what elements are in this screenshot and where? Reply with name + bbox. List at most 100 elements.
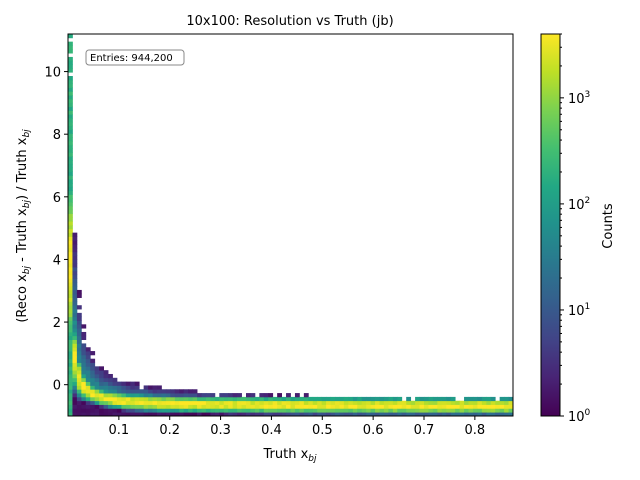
heatmap-cell	[303, 393, 309, 398]
heatmap-cell	[397, 412, 403, 417]
heatmap-cell	[499, 408, 505, 413]
heatmap-cell	[68, 381, 73, 386]
heatmap-cell	[499, 396, 505, 402]
heatmap-cell	[81, 335, 87, 340]
heatmap-cell	[121, 412, 127, 417]
heatmap-cell	[459, 412, 465, 417]
heatmap-cell	[68, 255, 73, 260]
heatmap-cell	[108, 404, 113, 409]
heatmap-cell	[228, 400, 234, 405]
heatmap-cell	[348, 400, 354, 405]
heatmap-cell	[472, 404, 478, 409]
heatmap-cell	[139, 393, 145, 398]
heatmap-cell	[68, 225, 73, 230]
heatmap-cell	[76, 396, 82, 402]
heatmap-cell	[68, 156, 73, 161]
heatmap-cell	[108, 389, 113, 394]
heatmap-cell	[72, 244, 78, 249]
heatmap-cell	[81, 389, 87, 394]
heatmap-cell	[335, 412, 340, 417]
heatmap-cell	[68, 251, 73, 256]
heatmap-cell	[348, 408, 354, 413]
heatmap-cell	[299, 404, 305, 409]
heatmap-cell	[165, 404, 171, 409]
heatmap-cell	[72, 247, 78, 253]
heatmap-cell	[148, 404, 153, 409]
heatmap-cell	[450, 396, 456, 402]
heatmap-cell	[68, 412, 73, 417]
heatmap-cell	[108, 377, 113, 383]
heatmap-cell	[228, 408, 234, 413]
heatmap-cell	[81, 358, 87, 363]
heatmap-cell	[286, 408, 291, 413]
heatmap-cell	[375, 404, 380, 409]
heatmap-cell	[143, 412, 149, 417]
heatmap-cell	[468, 412, 474, 417]
heatmap-cell	[192, 412, 198, 417]
heatmap-cell	[81, 385, 87, 390]
heatmap-cell	[76, 358, 82, 363]
heatmap-cell	[241, 400, 247, 405]
y-axis-label-subscript-2: bj	[22, 200, 32, 209]
heatmap-cell	[103, 412, 109, 417]
y-tick-label: 4	[53, 253, 61, 268]
heatmap-cell	[424, 404, 429, 409]
colorbar-label: Counts	[601, 203, 616, 249]
heatmap-cell	[246, 412, 251, 417]
heatmap-cell	[401, 404, 407, 409]
heatmap-cell	[299, 408, 305, 413]
heatmap-cell	[174, 393, 180, 398]
heatmap-cell	[112, 381, 118, 386]
heatmap-cell	[108, 373, 113, 379]
heatmap-cell	[223, 412, 229, 417]
heatmap-cell	[504, 412, 509, 417]
heatmap-cell	[90, 351, 96, 356]
heatmap-cell	[68, 87, 73, 92]
heatmap-cell	[179, 404, 185, 409]
heatmap-cell	[68, 320, 73, 325]
heatmap-cell	[357, 400, 363, 405]
heatmap-cell	[352, 400, 358, 405]
heatmap-cell	[72, 312, 78, 318]
heatmap-cell	[90, 408, 96, 413]
heatmap-cell	[152, 385, 158, 390]
heatmap-cell	[68, 60, 73, 65]
heatmap-cell	[85, 385, 91, 390]
y-axis-ticks: 0 2 4 6 8 10	[44, 66, 68, 394]
heatmap-cell	[197, 400, 202, 405]
heatmap-cell	[383, 396, 389, 402]
heatmap-cell	[68, 244, 73, 249]
heatmap-cell	[103, 385, 109, 390]
heatmap-cell	[121, 385, 127, 390]
heatmap-cell	[219, 412, 225, 417]
heatmap-cell	[68, 347, 73, 352]
heatmap-cell	[410, 412, 416, 417]
y-tick-label: 10	[44, 66, 61, 81]
heatmap-cell	[72, 373, 78, 379]
heatmap-cell	[197, 404, 202, 409]
heatmap-cell	[348, 412, 354, 417]
heatmap-cell	[495, 412, 501, 417]
heatmap-cell	[197, 412, 202, 417]
heatmap-cell	[406, 396, 412, 402]
heatmap-cell	[72, 263, 78, 268]
heatmap-cell	[68, 263, 73, 268]
heatmap-cell	[277, 412, 282, 417]
heatmap-cell	[143, 385, 149, 390]
heatmap-cell	[85, 358, 91, 363]
heatmap-cell	[85, 389, 91, 394]
heatmap-cell	[357, 408, 363, 413]
heatmap-cell	[68, 110, 73, 115]
heatmap-cell	[68, 377, 73, 383]
heatmap-cell	[68, 339, 73, 344]
heatmap-cell	[214, 412, 220, 417]
heatmap-cell	[116, 385, 122, 390]
colorbar-tick-label: 100	[568, 408, 591, 425]
heatmap-cell	[76, 343, 82, 348]
heatmap-cell	[72, 354, 78, 360]
heatmap-cell	[241, 408, 247, 413]
heatmap-cell	[112, 396, 118, 402]
heatmap-cell	[424, 396, 429, 402]
heatmap-cell	[90, 389, 96, 394]
heatmap-cell	[174, 412, 180, 417]
